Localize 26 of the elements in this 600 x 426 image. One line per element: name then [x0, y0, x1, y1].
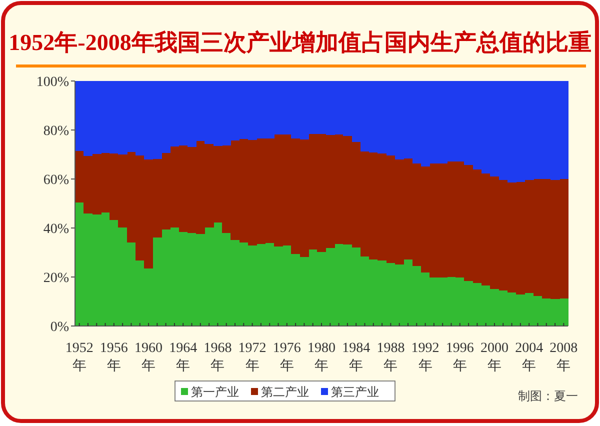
legend-label: 第三产业: [331, 385, 379, 399]
y-tick-label: 80%: [43, 124, 70, 139]
x-tick-label: 1996 年: [446, 341, 474, 374]
x-tick-label: 1968 年: [204, 341, 232, 374]
y-tick-label: 0%: [50, 320, 70, 335]
y-tick-label: 100%: [36, 75, 70, 90]
x-tick-label: 1988 年: [376, 341, 405, 374]
x-tick-label: 1960 年: [134, 341, 163, 374]
x-tick-label: 2004 年: [515, 341, 544, 374]
x-tick-label: 1964 年: [169, 341, 198, 374]
y-tick-label: 60%: [43, 173, 70, 188]
x-tick-label: 1972 年: [238, 341, 266, 374]
x-tick-label: 1980 年: [308, 341, 336, 374]
chart-title: 1952年-2008年我国三次产业增加值占国内生产总值的比重: [8, 30, 592, 55]
x-tick-label: 1976 年: [272, 341, 301, 374]
x-tick-label: 1952 年: [65, 341, 94, 374]
text: 制图：夏一: [518, 389, 578, 403]
x-tick-label: 1984 年: [342, 341, 370, 374]
x-tick-label: 1992 年: [411, 341, 440, 374]
legend-label: 第二产业: [261, 385, 309, 399]
x-tick-label: 2000 年: [480, 341, 508, 374]
legend-label: 第一产业: [191, 385, 239, 399]
y-tick-label: 40%: [43, 222, 70, 237]
y-tick-label: 20%: [43, 271, 70, 286]
x-tick-label: 2008 年: [550, 341, 578, 374]
x-tick-label: 1956 年: [100, 341, 128, 374]
